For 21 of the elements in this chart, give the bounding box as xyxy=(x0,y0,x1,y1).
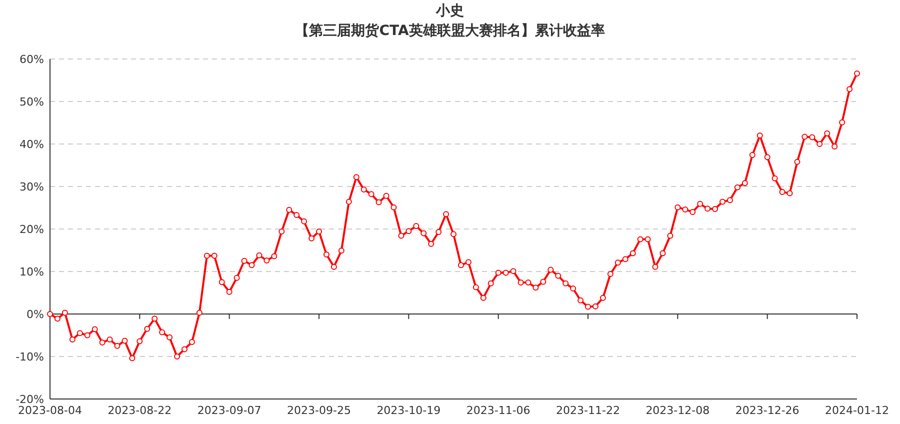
y-tick-label: -20% xyxy=(16,392,44,406)
y-tick-label: 50% xyxy=(20,95,44,108)
x-tick-label: 2024-01-12 xyxy=(825,404,889,417)
x-tick-label: 2023-08-04 xyxy=(18,404,82,417)
x-tick-label: 2023-09-07 xyxy=(197,404,262,417)
x-tick-label: 2023-12-08 xyxy=(646,404,710,417)
y-tick-label: 0% xyxy=(26,308,44,321)
y-tick-label: 10% xyxy=(20,265,44,278)
y-tick-label: 30% xyxy=(20,180,44,194)
chart-title: 小史 xyxy=(435,3,464,19)
x-tick-label: 2023-08-22 xyxy=(108,404,172,417)
x-tick-label: 2023-11-22 xyxy=(556,404,620,417)
x-tick-label: 2023-09-25 xyxy=(287,404,351,417)
chart-subtitle: 【第三届期货CTA英雄联盟大赛排名】累计收益率 xyxy=(295,22,605,39)
x-tick-label: 2023-12-26 xyxy=(735,404,800,417)
x-tick-label: 2023-11-06 xyxy=(466,404,530,417)
y-tick-label: 60% xyxy=(20,52,44,66)
y-tick-label: 40% xyxy=(20,138,44,151)
y-tick-label: -10% xyxy=(16,350,44,364)
y-tick-label: 20% xyxy=(20,222,44,236)
x-tick-label: 2023-10-19 xyxy=(376,404,441,417)
